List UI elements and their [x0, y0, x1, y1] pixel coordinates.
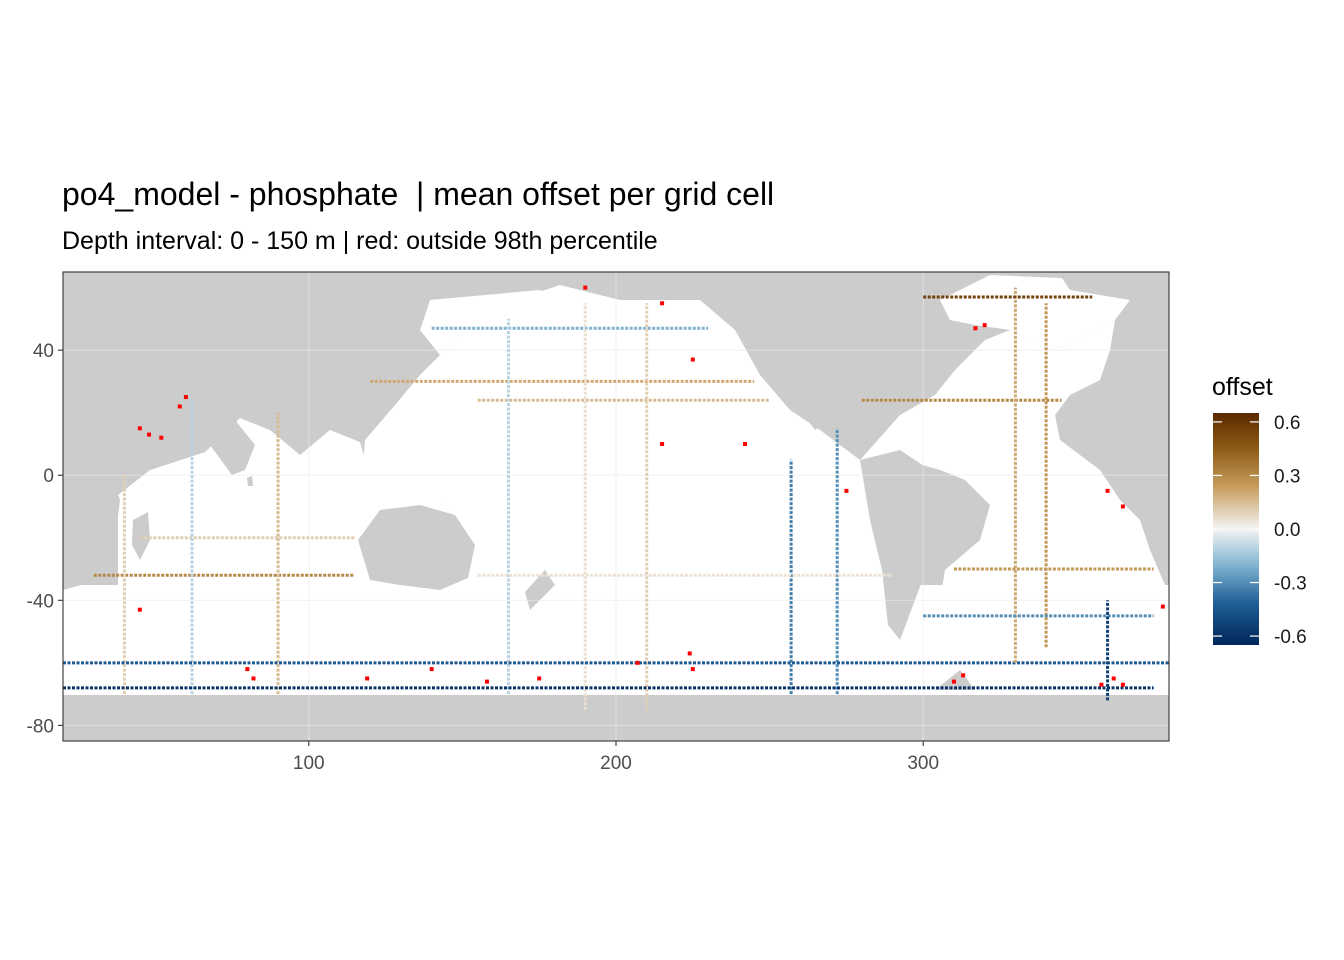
outlier-cell — [137, 426, 142, 431]
x-tick-label: 300 — [907, 753, 939, 774]
landmass-north-america — [735, 275, 920, 430]
grid-lines — [63, 272, 1169, 741]
outlier-cell — [635, 660, 640, 665]
outlier-cell — [690, 357, 695, 362]
outlier-cell — [961, 673, 966, 678]
legend-tick-label: -0.6 — [1274, 627, 1307, 648]
outlier-cell — [484, 679, 489, 684]
outlier-cell — [137, 607, 142, 612]
outlier-cell — [147, 432, 152, 437]
landmass-south-america — [860, 450, 955, 640]
legend-title: offset — [1212, 373, 1273, 401]
chart-subtitle: Depth interval: 0 - 150 m | red: outside… — [62, 227, 658, 255]
outlier-cell — [537, 676, 542, 681]
landmass-sri-lanka — [247, 476, 253, 486]
outlier-cell — [245, 667, 250, 672]
legend-ticks: 0.6 0.3 0.0 -0.3 -0.6 — [1213, 413, 1307, 648]
x-tick-label: 100 — [293, 753, 325, 774]
x-tick-label: 200 — [600, 753, 632, 774]
landmass-europe-north — [1060, 275, 1169, 300]
legend-tick-label: 0.3 — [1274, 466, 1300, 487]
outlier-cell — [660, 301, 665, 306]
landmass-africa-east — [63, 462, 120, 590]
outlier-cell — [251, 676, 256, 681]
legend: offset 0.6 0.3 0.0 -0.3 -0.6 — [1212, 373, 1307, 648]
outlier-cells — [137, 285, 1165, 687]
outlier-cell — [1111, 676, 1116, 681]
landmass-africa-west — [1100, 360, 1169, 470]
outlier-cell — [743, 441, 748, 446]
outlier-cell — [177, 404, 182, 409]
outlier-cell — [1120, 682, 1125, 687]
outlier-cell — [159, 435, 164, 440]
x-axis: 100 200 300 — [293, 741, 939, 774]
legend-tick-label: 0.6 — [1274, 413, 1300, 434]
landmass-madagascar — [132, 512, 150, 560]
legend-tick-label: -0.3 — [1274, 574, 1307, 595]
atlantic-ocean-subpolar — [940, 275, 1130, 350]
outlier-cell — [1160, 604, 1165, 609]
y-tick-label: 0 — [43, 466, 54, 487]
outlier-cell — [1120, 504, 1125, 509]
outlier-cell — [951, 679, 956, 684]
y-axis: 40 0 -40 -80 — [27, 341, 63, 737]
outlier-cell — [183, 395, 188, 400]
outlier-cell — [687, 651, 692, 656]
outlier-cell — [660, 441, 665, 446]
landmass-australia — [358, 505, 475, 590]
legend-tick-label: 0.0 — [1274, 520, 1300, 541]
outlier-cell — [844, 488, 849, 493]
offset-tracks — [63, 287, 1169, 710]
outlier-cell — [429, 667, 434, 672]
outlier-cell — [583, 285, 588, 290]
pacific-ocean-north — [420, 290, 560, 355]
outlier-cell — [690, 667, 695, 672]
outlier-cell — [1105, 488, 1110, 493]
outlier-cell — [1099, 682, 1104, 687]
pacific-ocean — [360, 285, 887, 600]
outlier-cell — [365, 676, 370, 681]
chart-title: po4_model - phosphate | mean offset per … — [62, 176, 775, 212]
outlier-cell — [973, 326, 978, 331]
landmass-asia-east — [63, 272, 460, 470]
y-tick-label: -40 — [27, 591, 54, 612]
outlier-cell — [982, 323, 987, 328]
y-tick-label: 40 — [33, 341, 54, 362]
y-tick-label: -80 — [27, 716, 54, 737]
